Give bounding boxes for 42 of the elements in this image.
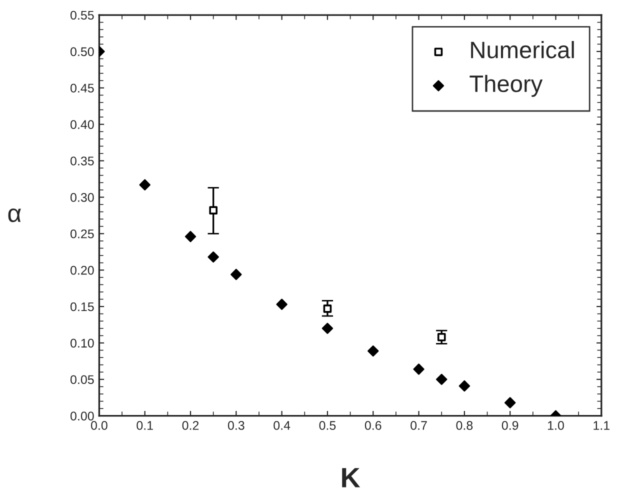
point — [368, 345, 379, 357]
y-tick-label: 0.20 — [70, 266, 94, 275]
y-axis-title: α — [8, 208, 21, 222]
point — [208, 251, 219, 263]
legend-label: Theory — [470, 74, 543, 97]
x-tick-label: 0.2 — [182, 421, 199, 430]
point — [184, 230, 196, 242]
legend-label: Numerical — [471, 41, 574, 58]
point — [323, 304, 332, 313]
y-tick-label: 0.15 — [70, 302, 94, 312]
y-tick-label: 0.50 — [70, 47, 94, 56]
x-axis-title: K — [342, 468, 360, 488]
point — [413, 364, 424, 375]
x-tick-label: 0.3 — [228, 421, 244, 430]
x-tick-label: 0.4 — [274, 421, 290, 430]
y-tick-label: 0.00 — [70, 412, 94, 420]
point — [230, 268, 242, 280]
point — [504, 397, 516, 408]
point — [139, 179, 150, 190]
y-tick-label: 0.25 — [70, 229, 94, 238]
point — [437, 332, 446, 342]
point — [276, 298, 288, 310]
y-tick-label: 0.40 — [70, 120, 94, 129]
y-tick-label: 0.10 — [70, 338, 94, 348]
x-tick-label: 0.1 — [136, 421, 153, 430]
point — [436, 374, 448, 385]
x-tick-label: 0.8 — [456, 421, 473, 430]
x-tick-label: 0.5 — [319, 421, 336, 430]
point — [458, 380, 470, 392]
x-tick-label: 0.0 — [91, 421, 108, 430]
x-tick-label: 1.1 — [594, 421, 610, 430]
x-tick-label: 1.0 — [548, 421, 564, 430]
x-tick-label: 0.6 — [364, 421, 382, 430]
y-tick-label: 0.35 — [70, 156, 94, 166]
x-tick-label: 0.9 — [502, 421, 518, 430]
point — [322, 322, 334, 334]
y-tick-label: 0.30 — [70, 193, 94, 202]
point — [209, 206, 218, 214]
x-tick-label: 0.7 — [410, 421, 427, 430]
y-tick-label: 0.55 — [70, 10, 94, 20]
y-tick-label: 0.05 — [70, 375, 94, 384]
y-tick-label: 0.45 — [70, 84, 94, 93]
